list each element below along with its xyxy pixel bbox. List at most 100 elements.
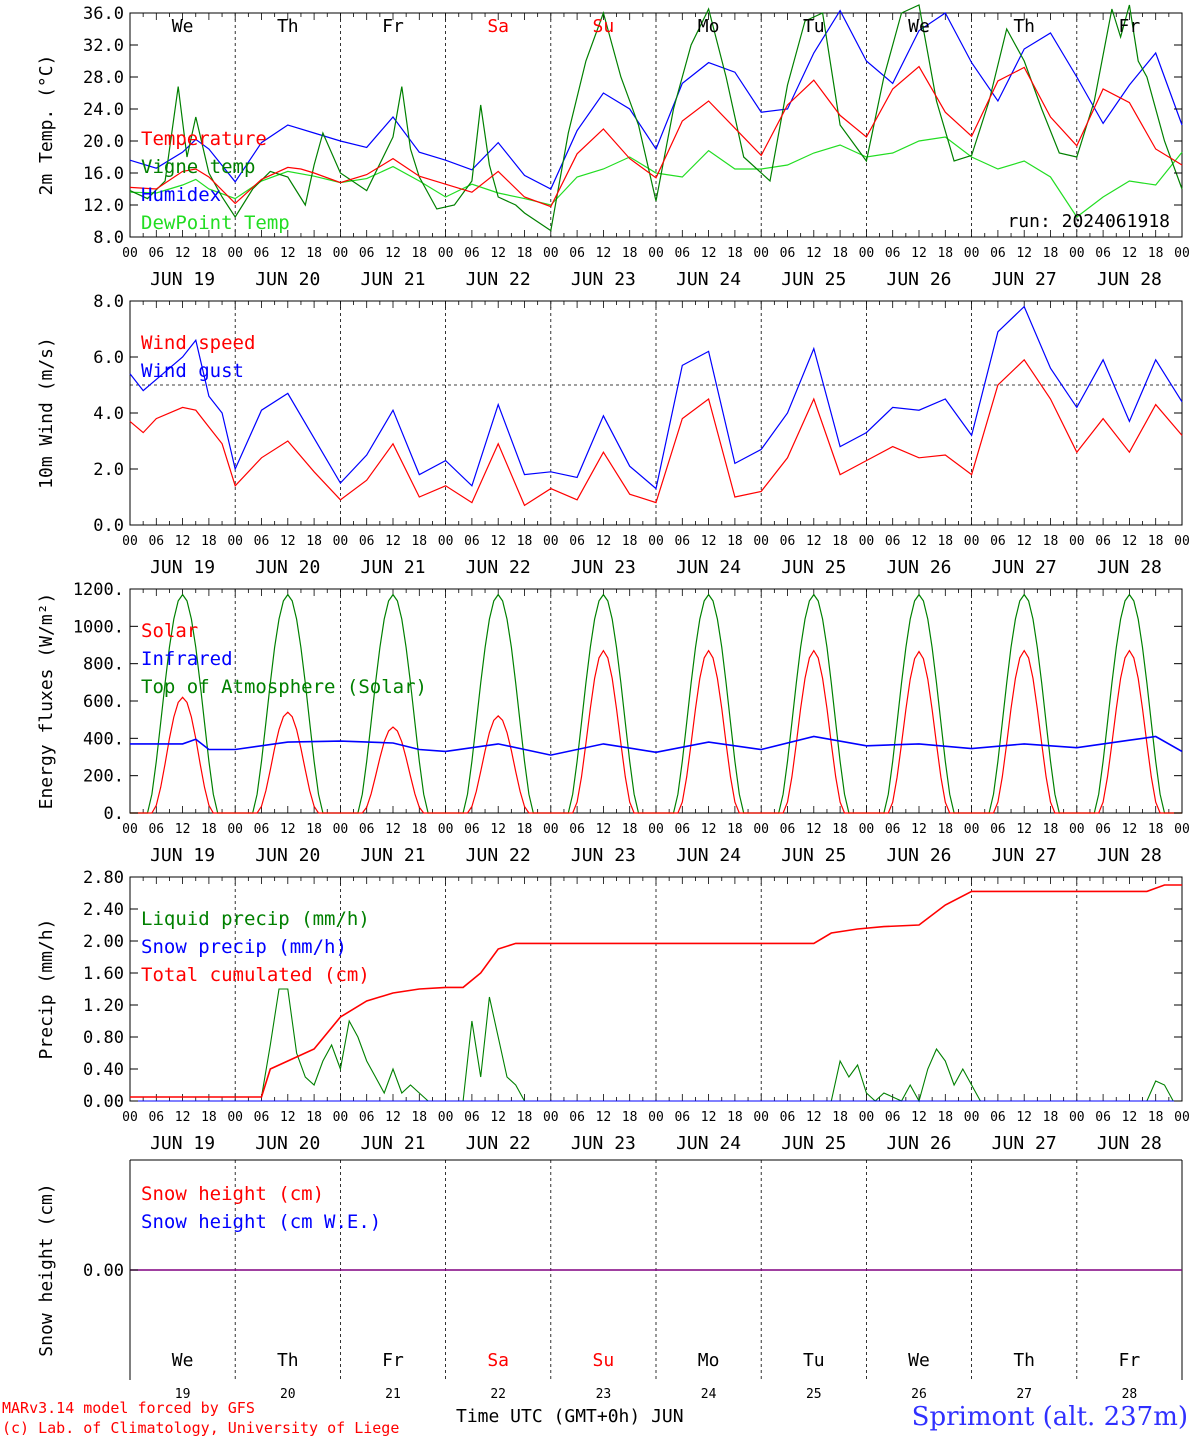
x-hour-tick-label: 18 [937, 246, 953, 261]
x-hour-tick-label: 12 [806, 246, 822, 261]
x-hour-tick-label: 06 [254, 822, 270, 837]
weekday-label: Tu [803, 1350, 825, 1371]
x-hour-tick-label: 00 [859, 1110, 875, 1125]
x-hour-tick-label: 18 [1148, 822, 1164, 837]
x-hour-tick-label: 06 [1095, 822, 1111, 837]
y-tick-label: 32.0 [83, 36, 124, 56]
x-date-label: JUN 28 [1097, 1133, 1162, 1154]
x-date-label: JUN 21 [360, 1133, 425, 1154]
x-hour-tick-label: 18 [832, 246, 848, 261]
x-hour-tick-label: 06 [1095, 246, 1111, 261]
series-vigne-temp [129, 4, 1183, 232]
weekday-label: Tu [803, 16, 825, 37]
x-hour-tick-label: 00 [964, 246, 980, 261]
weekday-label: Th [1013, 1350, 1035, 1371]
x-hour-tick-label: 18 [1043, 246, 1059, 261]
x-hour-tick-label: 00 [648, 1110, 664, 1125]
x-hour-tick-label: 18 [622, 534, 638, 549]
x-hour-tick-label: 06 [254, 1110, 270, 1125]
y-axis-label: Precip (mm/h) [36, 919, 57, 1060]
x-hour-tick-label: 00 [122, 534, 138, 549]
x-hour-tick-label: 12 [596, 822, 612, 837]
legend-humidex: Humidex [141, 184, 221, 206]
legend-temperature: Temperature [141, 128, 267, 150]
series-humidex [129, 9, 1183, 190]
x-hour-tick-label: 18 [832, 822, 848, 837]
x-hour-tick-label: 00 [1174, 534, 1190, 549]
x-hour-tick-label: 18 [1148, 534, 1164, 549]
weekday-label: Fr [1119, 16, 1141, 37]
x-hour-tick-label: 00 [753, 534, 769, 549]
x-hour-tick-label: 18 [1043, 1110, 1059, 1125]
x-date-label: JUN 23 [571, 557, 636, 578]
weekday-label: We [908, 1350, 930, 1371]
y-tick-label: 400. [83, 729, 124, 749]
x-hour-tick-label: 18 [622, 1110, 638, 1125]
x-hour-tick-label: 06 [885, 822, 901, 837]
x-date-label: JUN 19 [150, 557, 215, 578]
x-hour-tick-label: 00 [964, 822, 980, 837]
x-hour-tick-label: 06 [359, 534, 375, 549]
x-hour-tick-label: 06 [674, 246, 690, 261]
day-number-label: 22 [490, 1387, 506, 1400]
y-tick-label: 1.60 [83, 964, 124, 984]
x-date-label: JUN 22 [466, 845, 531, 866]
y-tick-label: 0.0 [93, 516, 124, 536]
x-date-label: JUN 19 [150, 845, 215, 866]
x-hour-tick-label: 00 [122, 246, 138, 261]
x-hour-tick-label: 00 [333, 1110, 349, 1125]
x-date-label: JUN 21 [360, 557, 425, 578]
x-hour-tick-label: 12 [1122, 1110, 1138, 1125]
x-hour-tick-label: 00 [438, 534, 454, 549]
x-date-label: JUN 24 [676, 845, 741, 866]
y-tick-label: 20.0 [83, 132, 124, 152]
x-hour-tick-label: 12 [1016, 246, 1032, 261]
weekday-label: Su [593, 1350, 615, 1371]
x-hour-tick-label: 06 [780, 822, 796, 837]
x-hour-tick-label: 06 [885, 246, 901, 261]
weekday-label: Mo [698, 1350, 720, 1371]
y-tick-label: 8.0 [93, 228, 124, 248]
model-line: MARv3.14 model forced by GFS [2, 1399, 255, 1417]
x-hour-tick-label: 06 [148, 534, 164, 549]
x-date-label: JUN 26 [886, 1133, 951, 1154]
x-hour-tick-label: 12 [385, 246, 401, 261]
y-tick-label: 1.20 [83, 996, 124, 1016]
station-title: Sprimont (alt. 237m) [911, 1402, 1188, 1432]
y-tick-label: 1000. [73, 617, 124, 637]
x-hour-tick-label: 00 [1174, 246, 1190, 261]
x-hour-tick-label: 18 [517, 246, 533, 261]
x-hour-tick-label: 00 [227, 246, 243, 261]
x-hour-tick-label: 18 [201, 246, 217, 261]
x-hour-tick-label: 12 [385, 534, 401, 549]
x-hour-tick-label: 00 [1069, 1110, 1085, 1125]
series-total-cumulated-cm- [130, 884, 1182, 1098]
x-hour-tick-label: 00 [227, 534, 243, 549]
x-hour-tick-label: 00 [859, 246, 875, 261]
x-hour-tick-label: 06 [990, 1110, 1006, 1125]
x-date-label: JUN 28 [1097, 845, 1162, 866]
legend-snow-height-cm-w-e-: Snow height (cm W.E.) [141, 1211, 381, 1233]
legend-solar: Solar [141, 620, 198, 642]
x-hour-tick-label: 06 [990, 246, 1006, 261]
x-hour-tick-label: 12 [1016, 822, 1032, 837]
x-date-label: JUN 25 [781, 269, 846, 290]
x-hour-tick-label: 06 [569, 246, 585, 261]
y-tick-label: 800. [83, 655, 124, 675]
x-hour-tick-label: 18 [727, 1110, 743, 1125]
x-hour-tick-label: 18 [306, 246, 322, 261]
x-hour-tick-label: 12 [175, 246, 191, 261]
x-hour-tick-label: 12 [701, 534, 717, 549]
x-hour-tick-label: 06 [990, 822, 1006, 837]
x-hour-tick-label: 18 [411, 534, 427, 549]
y-tick-label: 0.80 [83, 1028, 124, 1048]
x-hour-tick-label: 18 [517, 534, 533, 549]
x-hour-tick-label: 00 [438, 246, 454, 261]
x-date-label: JUN 25 [781, 557, 846, 578]
day-number-label: 19 [175, 1387, 191, 1400]
x-hour-tick-label: 06 [464, 1110, 480, 1125]
x-hour-tick-label: 00 [753, 822, 769, 837]
x-hour-tick-label: 00 [753, 246, 769, 261]
x-hour-tick-label: 06 [359, 822, 375, 837]
x-date-label: JUN 20 [255, 557, 320, 578]
